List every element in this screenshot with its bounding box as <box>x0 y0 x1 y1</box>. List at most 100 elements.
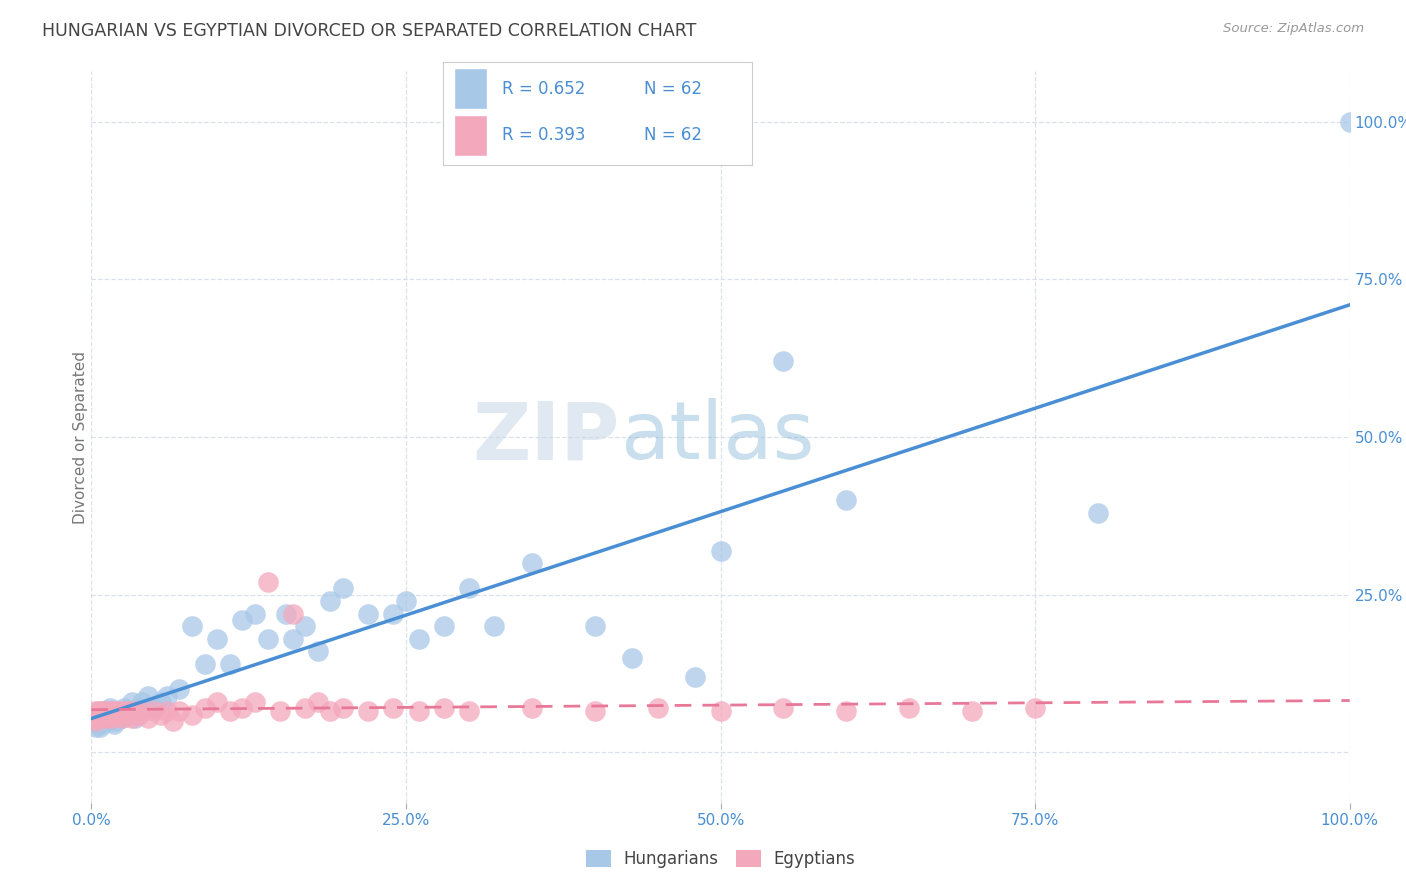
Point <box>357 705 380 719</box>
Point <box>124 711 146 725</box>
Point <box>156 705 179 719</box>
Point <box>1024 701 1046 715</box>
Point <box>110 711 132 725</box>
Point <box>112 701 135 715</box>
Point <box>115 707 138 722</box>
Point <box>408 705 430 719</box>
Point <box>218 705 240 719</box>
Point <box>83 714 105 728</box>
Point <box>382 701 405 715</box>
Point <box>91 707 114 722</box>
Point <box>1087 506 1109 520</box>
Point <box>962 705 984 719</box>
Point <box>256 632 278 646</box>
Point <box>89 720 111 734</box>
Bar <box>456 69 486 108</box>
Point <box>319 705 342 719</box>
Point <box>169 705 191 719</box>
Point <box>103 707 125 722</box>
Point <box>98 701 121 715</box>
Point <box>520 556 543 570</box>
Point <box>181 707 204 722</box>
Point <box>86 720 108 734</box>
Text: R = 0.652: R = 0.652 <box>502 79 585 97</box>
Point <box>143 701 166 715</box>
Point <box>101 707 124 722</box>
Point <box>118 705 141 719</box>
Point <box>332 701 354 715</box>
Point <box>128 701 150 715</box>
Point <box>90 707 112 722</box>
Point <box>256 575 278 590</box>
Point <box>96 707 118 722</box>
Point <box>709 705 731 719</box>
Point <box>408 632 430 646</box>
Point <box>98 705 121 719</box>
Point <box>97 711 120 725</box>
Point <box>231 701 253 715</box>
Point <box>136 689 159 703</box>
Point <box>89 711 111 725</box>
Point <box>835 493 858 508</box>
Point <box>709 543 731 558</box>
Text: ZIP: ZIP <box>472 398 620 476</box>
Point <box>149 707 172 722</box>
Text: HUNGARIAN VS EGYPTIAN DIVORCED OR SEPARATED CORRELATION CHART: HUNGARIAN VS EGYPTIAN DIVORCED OR SEPARA… <box>42 22 696 40</box>
Point <box>647 701 669 715</box>
Point <box>87 705 110 719</box>
Point <box>357 607 380 621</box>
Point <box>307 695 329 709</box>
Point <box>294 701 316 715</box>
Point <box>86 711 108 725</box>
Point <box>281 632 304 646</box>
Text: N = 62: N = 62 <box>644 126 702 144</box>
Point <box>205 695 228 709</box>
Point <box>93 711 115 725</box>
Point <box>90 717 112 731</box>
Point <box>121 695 143 709</box>
Point <box>96 707 118 722</box>
Point <box>621 650 644 665</box>
Point <box>98 707 121 722</box>
Point <box>395 594 418 608</box>
Point <box>86 714 108 728</box>
Point <box>91 705 114 719</box>
Point <box>583 619 606 633</box>
Text: N = 62: N = 62 <box>644 79 702 97</box>
Point <box>84 705 107 719</box>
Point <box>319 594 342 608</box>
Point <box>194 657 217 671</box>
Point <box>772 701 794 715</box>
Point <box>772 354 794 368</box>
Point <box>94 714 117 728</box>
Point <box>131 705 153 719</box>
Point <box>82 707 104 722</box>
Point <box>835 705 858 719</box>
Point <box>104 705 127 719</box>
Point <box>156 689 179 703</box>
Point <box>1339 115 1361 129</box>
Point <box>205 632 228 646</box>
Point <box>169 682 191 697</box>
Point <box>433 701 456 715</box>
Point <box>181 619 204 633</box>
Point <box>294 619 316 633</box>
Point <box>128 707 150 722</box>
Point <box>457 582 479 596</box>
Point <box>83 711 105 725</box>
Point <box>162 714 184 728</box>
Point <box>108 705 131 719</box>
Point <box>101 711 124 725</box>
Legend: Hungarians, Egyptians: Hungarians, Egyptians <box>579 844 862 875</box>
Point <box>194 701 217 715</box>
Point <box>98 714 121 728</box>
Point <box>100 705 122 719</box>
Point <box>136 711 159 725</box>
Text: atlas: atlas <box>620 398 814 476</box>
Point <box>118 705 141 719</box>
Point <box>457 705 479 719</box>
Point <box>100 711 122 725</box>
Point <box>86 707 108 722</box>
Point <box>112 705 135 719</box>
Point <box>583 705 606 719</box>
